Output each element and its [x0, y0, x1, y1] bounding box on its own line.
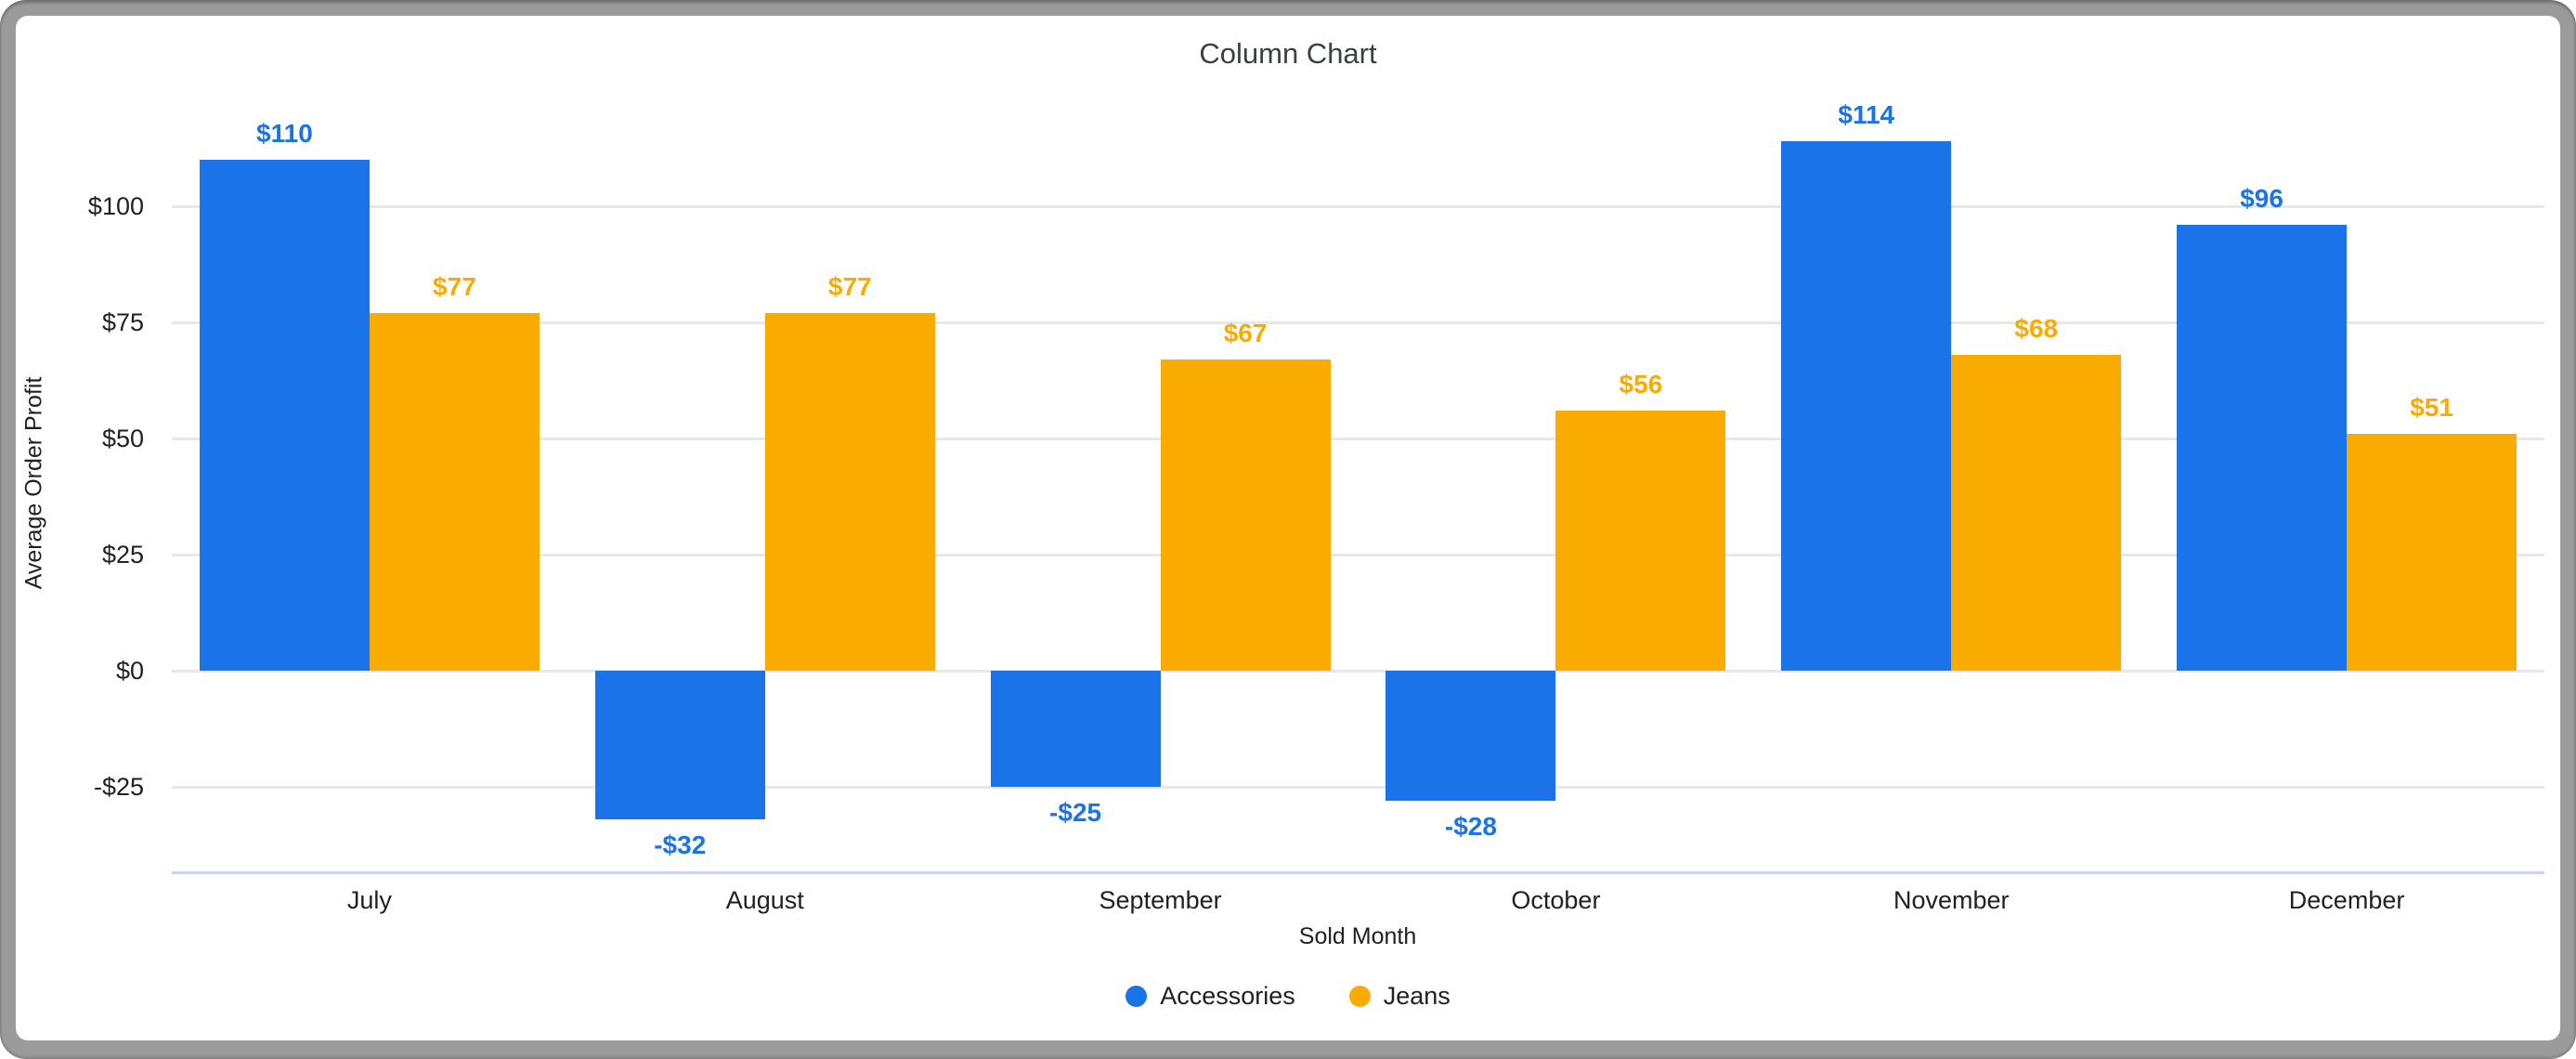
bar-value-label-accessories-august: -$32 — [654, 830, 707, 859]
bar-jeans-december[interactable] — [2347, 434, 2517, 671]
bar-jeans-october[interactable] — [1555, 411, 1726, 671]
x-axis-line — [172, 871, 2544, 874]
bar-jeans-august[interactable] — [764, 313, 935, 671]
legend-label-jeans: Jeans — [1383, 982, 1451, 1010]
bar-jeans-november[interactable] — [1951, 355, 2122, 671]
x-tick-label-august: August — [725, 886, 804, 914]
bar-jeans-july[interactable] — [369, 313, 540, 671]
bar-jeans-september[interactable] — [1160, 360, 1331, 671]
bar-value-label-accessories-july: $110 — [256, 119, 313, 148]
bar-value-label-jeans-november: $68 — [2014, 314, 2059, 343]
bar-accessories-october[interactable] — [1386, 671, 1556, 801]
y-tick-label-100: $100 — [87, 192, 144, 220]
chart-title: Column Chart — [1199, 37, 1377, 70]
gridline-75 — [172, 321, 2544, 324]
gridline-25 — [172, 554, 2544, 556]
bar-value-label-accessories-october: -$28 — [1444, 812, 1497, 841]
legend-dot-accessories — [1125, 985, 1148, 1007]
legend-item-jeans[interactable]: Jeans — [1348, 980, 1451, 1012]
bar-value-label-jeans-august: $77 — [827, 272, 872, 301]
y-tick-label-50: $50 — [101, 425, 144, 452]
bar-value-label-accessories-december: $96 — [2240, 184, 2283, 213]
legend-label-accessories: Accessories — [1160, 982, 1295, 1010]
bar-value-label-accessories-september: -$25 — [1049, 798, 1102, 827]
legend-dot-jeans — [1348, 985, 1371, 1007]
x-axis-title: Sold Month — [1298, 923, 1417, 949]
bar-value-label-accessories-november: $114 — [1838, 100, 1895, 129]
bar-value-label-jeans-september: $67 — [1223, 319, 1268, 347]
bar-value-label-jeans-july: $77 — [433, 272, 476, 301]
bar-accessories-september[interactable] — [990, 671, 1161, 787]
chart-card: Column Chart Average Order Profit $110 -$… — [16, 16, 2560, 1040]
gridline-100 — [172, 205, 2544, 208]
x-tick-label-december: December — [2288, 886, 2405, 914]
plot-area: $110 -$32 -$25 -$28 $114 $96 $77 $77 $67 $56 $68 $5… — [172, 93, 2544, 873]
y-tick-label-25: $25 — [101, 541, 144, 569]
x-tick-label-october: October — [1511, 886, 1601, 914]
chart-legend: Accessories Jeans — [16, 980, 2560, 1012]
bar-accessories-july[interactable] — [199, 160, 370, 671]
gridline--25 — [172, 786, 2544, 789]
y-tick-label-0: $0 — [115, 657, 144, 685]
gridline-50 — [172, 438, 2544, 440]
legend-item-accessories[interactable]: Accessories — [1125, 980, 1295, 1012]
bar-accessories-december[interactable] — [2177, 225, 2348, 671]
bar-value-label-jeans-october: $56 — [1619, 370, 1663, 399]
x-tick-label-november: November — [1893, 886, 2010, 914]
gridline-0 — [172, 670, 2544, 673]
bar-accessories-august[interactable] — [594, 671, 765, 819]
x-tick-label-july: July — [346, 886, 392, 914]
y-tick-label--25: -$25 — [93, 773, 144, 801]
bar-value-label-jeans-december: $51 — [2410, 393, 2453, 422]
x-tick-label-september: September — [1099, 886, 1222, 914]
y-tick-label-75: $75 — [101, 308, 144, 336]
bar-accessories-november[interactable] — [1781, 141, 1952, 671]
